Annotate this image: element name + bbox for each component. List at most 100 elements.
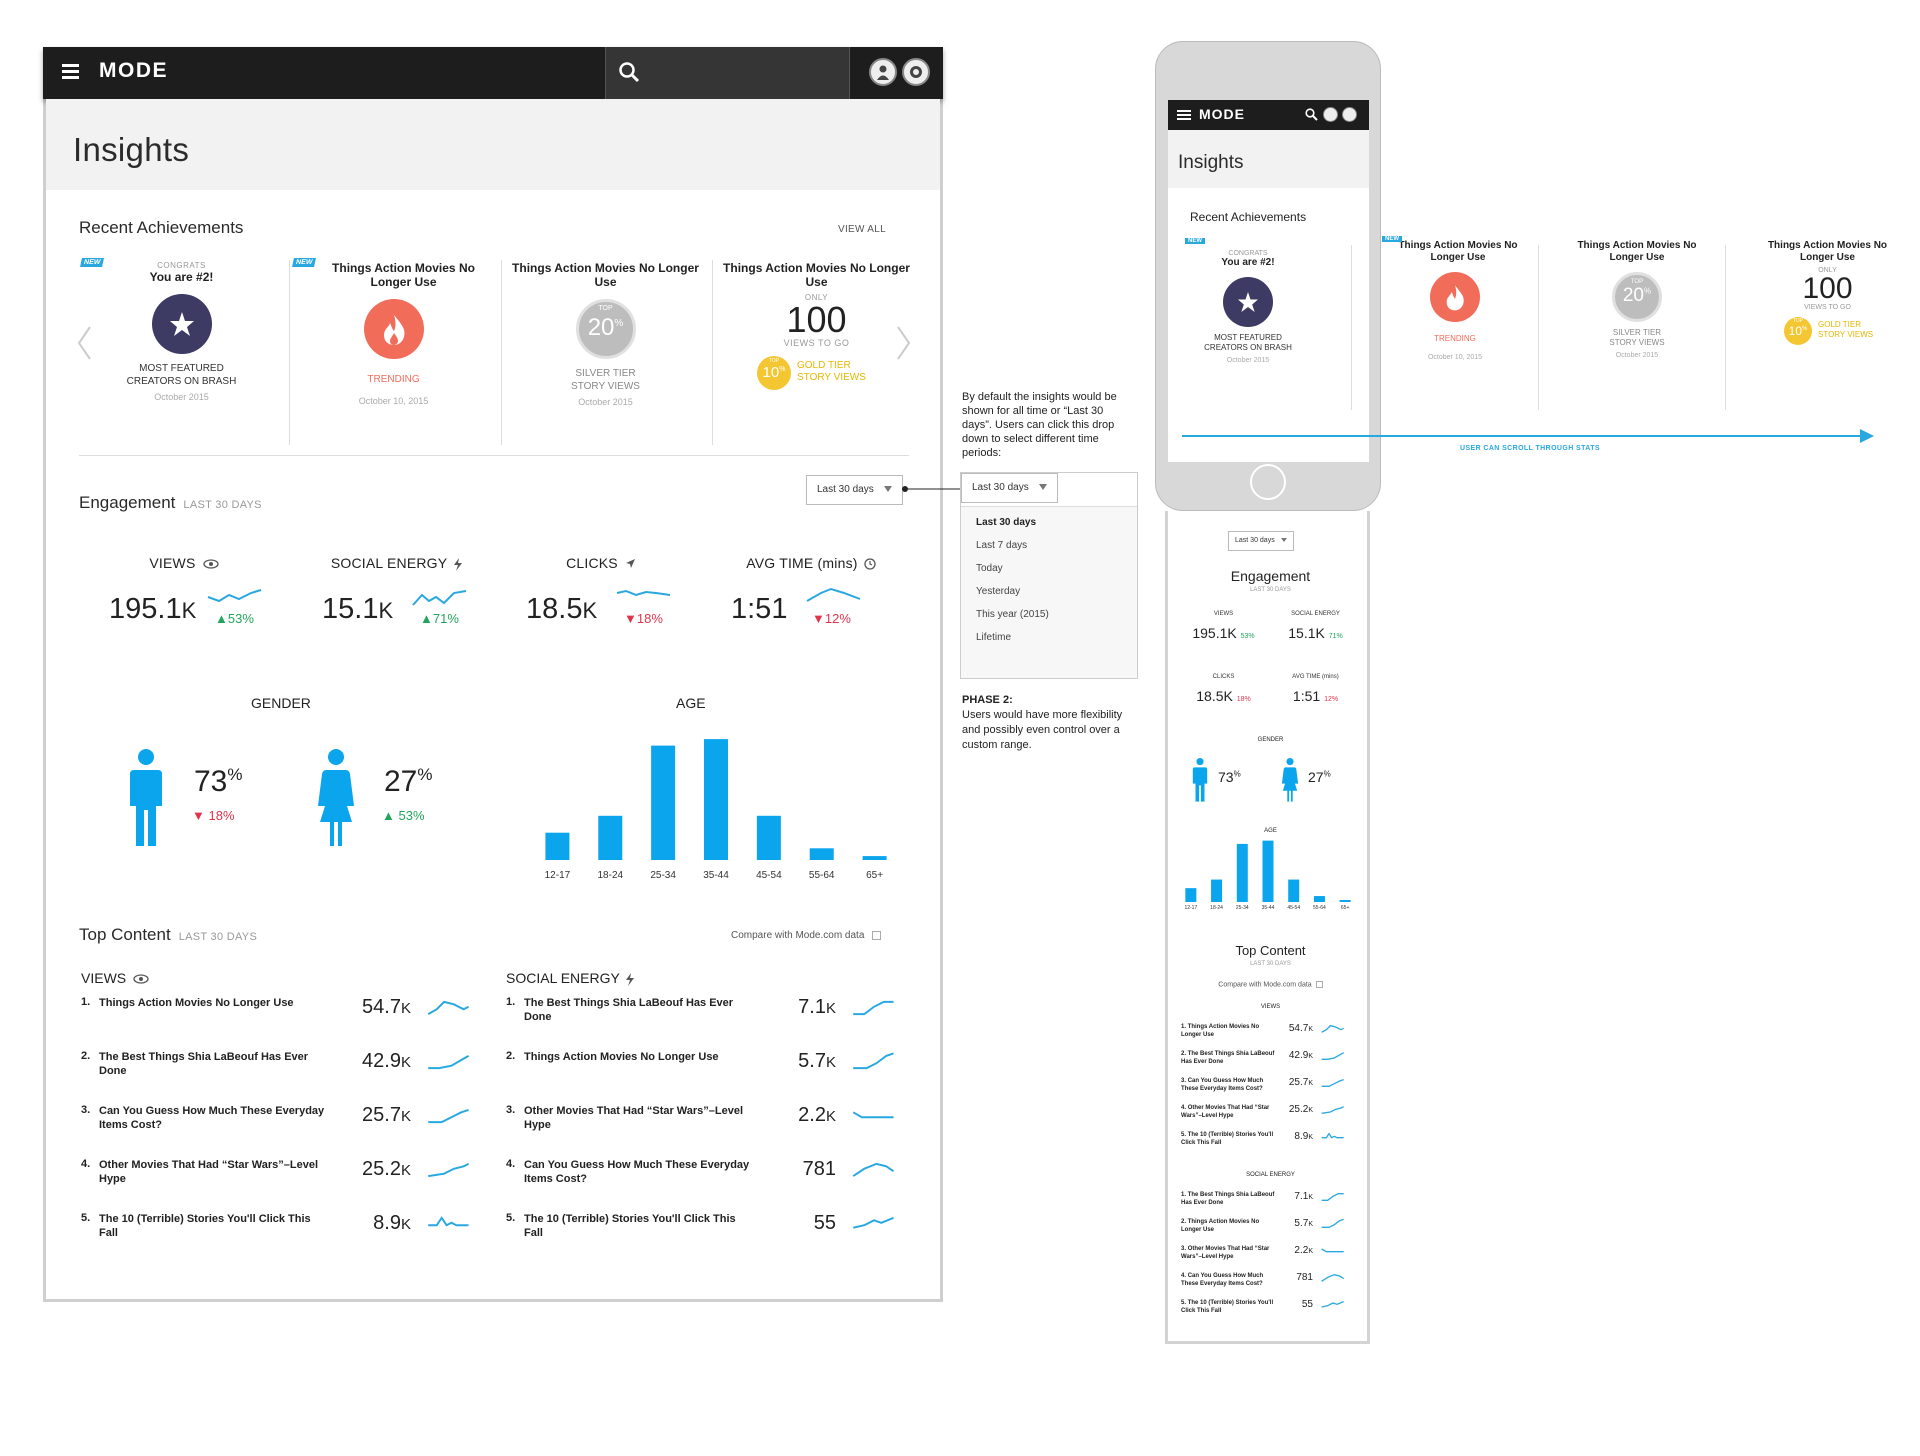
carousel-prev-icon[interactable]	[76, 325, 92, 361]
article-title[interactable]: The 10 (Terrible) Stories You'll Click T…	[99, 1213, 311, 1239]
compare-toggle[interactable]: Compare with Mode.com data	[731, 930, 882, 941]
top-content-row[interactable]: 1. The Best Things Shia LaBeouf Has Ever …	[506, 996, 906, 1050]
flame-icon	[1430, 272, 1480, 322]
top-content-row[interactable]: 3. Can You Guess How Much These Everyday…	[1181, 1077, 1366, 1104]
metric-views[interactable]: VIEWS 195.1K ▲53%	[89, 555, 279, 633]
article-title[interactable]: The 10 (Terrible) Stories You'll Click T…	[524, 1213, 736, 1239]
achievement-card[interactable]: NEW CONGRATS You are #2! MOST FEATURED C…	[1183, 238, 1313, 364]
achievements-title: Recent Achievements	[79, 218, 244, 237]
achievement-card[interactable]: NEW CONGRATS You are #2! MOST FEATURED C…	[79, 253, 284, 438]
article-title[interactable]: Other Movies That Had “Star Wars”–Level …	[99, 1159, 319, 1185]
metric-views[interactable]: VIEWS 195.1K 53%	[1176, 611, 1271, 641]
period-dropdown-open[interactable]: Last 30 days Last 30 days Last 7 days Toda…	[960, 472, 1138, 679]
value-unit: K	[1308, 1080, 1313, 1087]
article-title[interactable]: Things Action Movies No Longer Use	[524, 1051, 719, 1063]
achievement-card[interactable]: NEW Things Action Movies No Longer Use T…	[291, 253, 496, 438]
period-dropdown[interactable]: Last 30 days	[1228, 531, 1294, 551]
metric-clicks[interactable]: CLICKS 18.5K ▼18%	[506, 555, 696, 633]
search-field[interactable]	[605, 47, 850, 99]
top-content-row[interactable]: 4. Other Movies That Had “Star Wars”–Leve…	[81, 1158, 481, 1212]
top-content-row[interactable]: 2. The Best Things Shia LaBeouf Has Ever …	[81, 1050, 481, 1104]
compare-checkbox[interactable]	[872, 930, 882, 940]
top-content-row[interactable]: 4. Can You Guess How Much These Everyday …	[506, 1158, 906, 1212]
article-title[interactable]: 5. The 10 (Terrible) Stories You'll Clic…	[1181, 1131, 1281, 1147]
period-option[interactable]: Yesterday	[976, 586, 1021, 597]
period-option[interactable]: This year (2015)	[976, 609, 1049, 620]
period-option[interactable]: Last 30 days	[976, 517, 1037, 528]
article-value: 781	[1283, 1272, 1313, 1283]
menu-icon[interactable]	[62, 64, 79, 79]
metric-number: 195.1	[1192, 625, 1228, 641]
article-title[interactable]: Can You Guess How Much These Everyday It…	[99, 1105, 325, 1131]
top-content-row[interactable]: 3. Other Movies That Had “Star Wars”–Leve…	[506, 1104, 906, 1158]
achievement-card[interactable]: Things Action Movies No Longer Use TOP 2…	[503, 253, 708, 438]
metric-avg-time[interactable]: AVG TIME (mins) 1:51 ▼12%	[716, 555, 906, 633]
top-content-row[interactable]: 5. The 10 (Terrible) Stories You'll Click…	[506, 1212, 906, 1266]
article-title[interactable]: 1. Things Action Movies No Longer Use	[1181, 1023, 1281, 1039]
period-option[interactable]: Lifetime	[976, 632, 1012, 643]
brand-logo[interactable]: MODE	[99, 59, 168, 82]
metric-number: 1:51	[731, 593, 788, 625]
top-content-row[interactable]: 3. Can You Guess How Much These Everyday …	[81, 1104, 481, 1158]
period-dropdown[interactable]: Last 30 days	[806, 475, 903, 505]
top-content-row[interactable]: 1. Things Action Movies No Longer Use 54.7…	[81, 996, 481, 1050]
article-title[interactable]: 4. Can You Guess How Much These Everyday…	[1181, 1272, 1281, 1288]
article-title[interactable]: 5. The 10 (Terrible) Stories You'll Clic…	[1181, 1299, 1281, 1315]
article-title[interactable]: 3. Can You Guess How Much These Everyday…	[1181, 1077, 1281, 1093]
top-content-row[interactable]: 5. The 10 (Terrible) Stories You'll Clic…	[1181, 1299, 1366, 1326]
profile-icon[interactable]	[1323, 107, 1338, 122]
rank-number: 2.	[81, 1050, 91, 1062]
article-title[interactable]: 2. The Best Things Shia LaBeouf Has Ever…	[1181, 1050, 1281, 1066]
top-content-row[interactable]: 1. Things Action Movies No Longer Use 54.…	[1181, 1023, 1366, 1050]
top-content-row[interactable]: 2. The Best Things Shia LaBeouf Has Ever…	[1181, 1050, 1366, 1077]
top-content-row[interactable]: 5. The 10 (Terrible) Stories You'll Click…	[81, 1212, 481, 1266]
column-heading: VIEWS	[81, 970, 127, 986]
top-content-row[interactable]: 2. Things Action Movies No Longer Use 5.7…	[1181, 1218, 1366, 1245]
article-title[interactable]: 4. Other Movies That Had “Star Wars”–Lev…	[1181, 1104, 1281, 1120]
age-bar	[862, 856, 887, 860]
metric-social-energy[interactable]: SOCIAL ENERGY 15.1K ▲71%	[302, 555, 492, 633]
top-content-row[interactable]: 2. Things Action Movies No Longer Use 5.7K	[506, 1050, 906, 1104]
card-label: GOLD TIER STORY VIEWS	[1818, 320, 1874, 339]
article-title[interactable]: The Best Things Shia LaBeouf Has Ever Do…	[99, 1051, 309, 1077]
article-title[interactable]: Things Action Movies No Longer Use	[99, 997, 294, 1009]
top-content-row[interactable]: 5. The 10 (Terrible) Stories You'll Clic…	[1181, 1131, 1366, 1158]
period-dropdown[interactable]: Last 30 days	[961, 473, 1058, 503]
top-content-subtitle: LAST 30 DAYS	[1250, 961, 1291, 967]
brand-logo[interactable]: MODE	[1199, 106, 1245, 122]
engagement-title: Engagement LAST 30 DAYS	[79, 493, 262, 513]
profile-icon[interactable]	[869, 58, 897, 86]
article-title[interactable]: Other Movies That Had “Star Wars”–Level …	[524, 1105, 744, 1131]
period-value: Last 30 days	[1235, 537, 1275, 544]
metric-clicks[interactable]: CLICKS 18.5K 18%	[1176, 674, 1271, 704]
search-icon[interactable]	[1305, 108, 1318, 121]
card-label: MOST FEATURED CREATORS ON BRASH	[1204, 333, 1292, 352]
period-option[interactable]: Last 7 days	[976, 540, 1028, 551]
compare-checkbox[interactable]	[1315, 981, 1323, 988]
top-content-row[interactable]: 4. Other Movies That Had “Star Wars”–Lev…	[1181, 1104, 1366, 1131]
period-option[interactable]: Today	[976, 563, 1003, 574]
carousel-next-icon[interactable]	[896, 325, 912, 361]
achievement-card[interactable]: Things Action Movies No Longer Use TOP 2…	[1572, 240, 1702, 359]
metric-social-energy[interactable]: SOCIAL ENERGY 15.1K 71%	[1268, 611, 1363, 641]
chat-icon[interactable]	[902, 58, 930, 86]
article-title[interactable]: The Best Things Shia LaBeouf Has Ever Do…	[524, 997, 734, 1023]
top-content-row[interactable]: 3. Other Movies That Had “Star Wars”–Lev…	[1181, 1245, 1366, 1272]
bolt-icon	[454, 557, 463, 571]
top-content-row[interactable]: 4. Can You Guess How Much These Everyday…	[1181, 1272, 1366, 1299]
top-content-row[interactable]: 1. The Best Things Shia LaBeouf Has Ever…	[1181, 1191, 1366, 1218]
achievement-card[interactable]: NEW Things Action Movies No Longer Use T…	[1382, 236, 1520, 361]
menu-icon[interactable]	[1177, 110, 1191, 122]
view-all-link[interactable]: VIEW ALL	[838, 224, 886, 235]
metric-avg-time[interactable]: AVG TIME (mins) 1:51 12%	[1268, 674, 1363, 704]
achievement-card[interactable]: Things Action Movies No Longer Use ONLY …	[714, 253, 919, 438]
article-title[interactable]: Can You Guess How Much These Everyday It…	[524, 1159, 750, 1185]
home-button[interactable]	[1250, 464, 1286, 500]
eye-icon	[202, 559, 219, 569]
achievement-card[interactable]: Things Action Movies No Longer Use ONLY …	[1760, 240, 1895, 349]
chat-icon[interactable]	[1342, 107, 1357, 122]
article-title[interactable]: 1. The Best Things Shia LaBeouf Has Ever…	[1181, 1191, 1281, 1207]
article-title[interactable]: 2. Things Action Movies No Longer Use	[1181, 1218, 1281, 1234]
compare-toggle[interactable]: Compare with Mode.com data	[1168, 981, 1373, 988]
article-title[interactable]: 3. Other Movies That Had “Star Wars”–Lev…	[1181, 1245, 1281, 1261]
